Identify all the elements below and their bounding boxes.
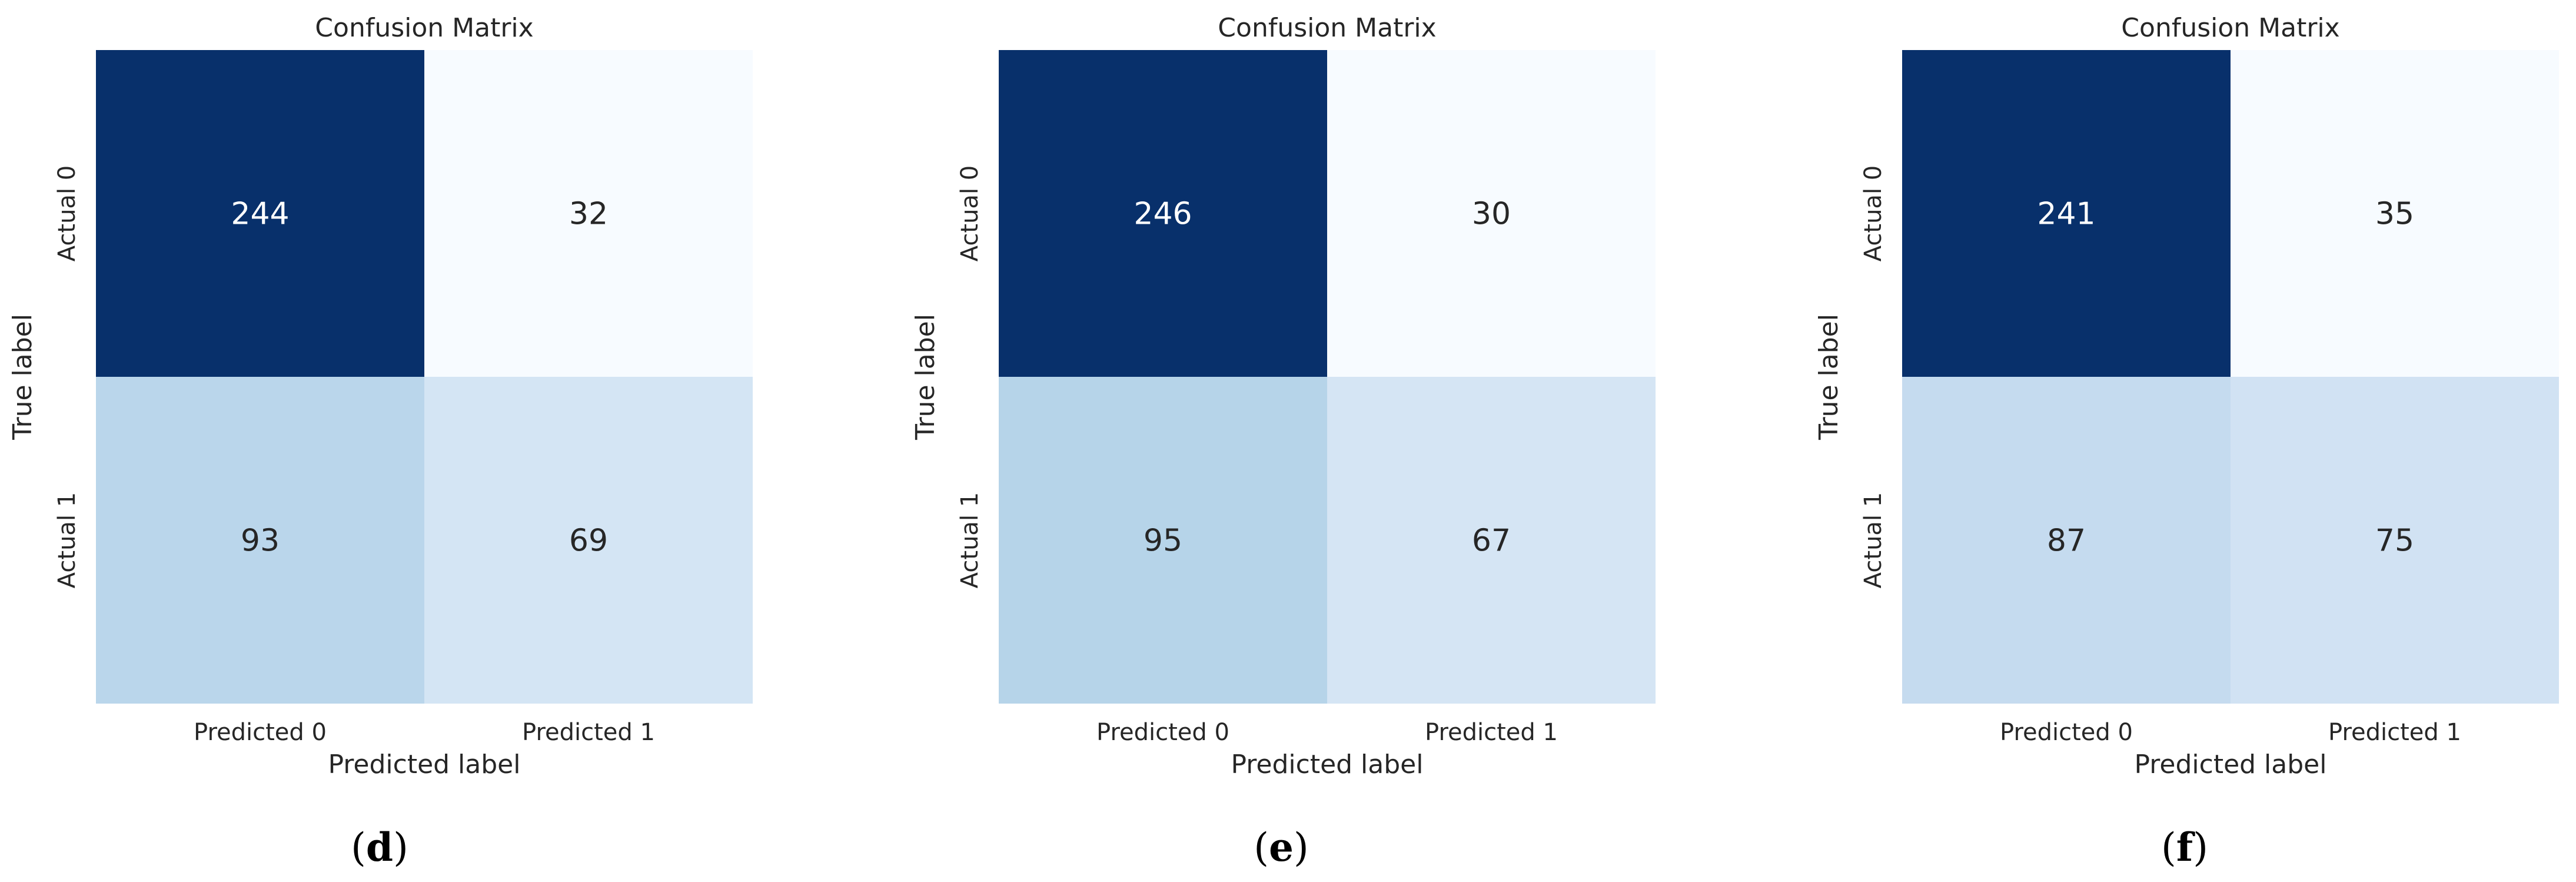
x-tick-label: Predicted 0: [194, 719, 327, 746]
x-tick-label: Predicted 1: [522, 719, 655, 746]
cell-value: 95: [1144, 523, 1182, 559]
heatmap-cell: [424, 50, 753, 377]
x-tick-label: Predicted 0: [2000, 719, 2133, 746]
heatmap-cell: [999, 377, 1327, 704]
subfigure-letter: f: [2176, 824, 2195, 870]
y-tick-label: Actual 1: [54, 492, 81, 588]
x-axis-label: Predicted label: [1231, 750, 1424, 780]
y-axis-label: True label: [1814, 314, 1844, 440]
heatmap-cell: [1327, 50, 1656, 377]
x-axis-label: Predicted label: [2135, 750, 2327, 780]
subfigure-label: (d): [351, 824, 408, 870]
cell-value: 69: [569, 523, 608, 559]
subfigure-paren-close: ): [2193, 825, 2208, 870]
y-tick-label: Actual 0: [956, 165, 983, 261]
chart-title: Confusion Matrix: [315, 13, 533, 43]
subfigure-label: (e): [1254, 824, 1309, 870]
x-tick-label: Predicted 1: [2328, 719, 2461, 746]
cell-value: 67: [1472, 523, 1511, 559]
subfigure-paren-open: (: [351, 825, 366, 870]
cell-value: 244: [231, 197, 289, 232]
cell-value: 75: [2375, 523, 2414, 559]
chart-title: Confusion Matrix: [1218, 13, 1436, 43]
cell-value: 32: [569, 197, 608, 232]
heatmap-cell: [2231, 50, 2559, 377]
heatmap-cell: [999, 50, 1327, 377]
subfigure-letter: d: [366, 824, 393, 870]
subfigure-paren-close: ): [1294, 825, 1309, 870]
y-axis-label: True label: [8, 314, 38, 440]
y-tick-label: Actual 0: [54, 165, 81, 261]
heatmap-cell: [424, 377, 753, 704]
subfigure-label: (f): [2161, 824, 2208, 870]
heatmap-cell: [1902, 377, 2231, 704]
subfigure-letter: e: [1269, 824, 1294, 870]
x-tick-label: Predicted 0: [1096, 719, 1229, 746]
subfigure-paren-close: ): [393, 825, 408, 870]
y-tick-label: Actual 1: [956, 492, 983, 588]
heatmap-cell: [2231, 377, 2559, 704]
cell-value: 35: [2375, 197, 2414, 232]
subfigure-paren-open: (: [1254, 825, 1269, 870]
cell-value: 30: [1472, 197, 1511, 232]
cell-value: 241: [2037, 197, 2095, 232]
heatmap-cell: [96, 50, 424, 377]
x-axis-label: Predicted label: [328, 750, 521, 780]
heatmap-cell: [96, 377, 424, 704]
y-tick-label: Actual 0: [1860, 165, 1887, 261]
subfigure-paren-open: (: [2161, 825, 2176, 870]
heatmap-cell: [1327, 377, 1656, 704]
y-axis-label: True label: [910, 314, 940, 440]
x-tick-label: Predicted 1: [1425, 719, 1558, 746]
cell-value: 87: [2047, 523, 2086, 559]
y-tick-label: Actual 1: [1860, 492, 1887, 588]
chart-title: Confusion Matrix: [2121, 13, 2339, 43]
heatmap-cell: [1902, 50, 2231, 377]
cell-value: 246: [1134, 197, 1192, 232]
cell-value: 93: [241, 523, 280, 559]
